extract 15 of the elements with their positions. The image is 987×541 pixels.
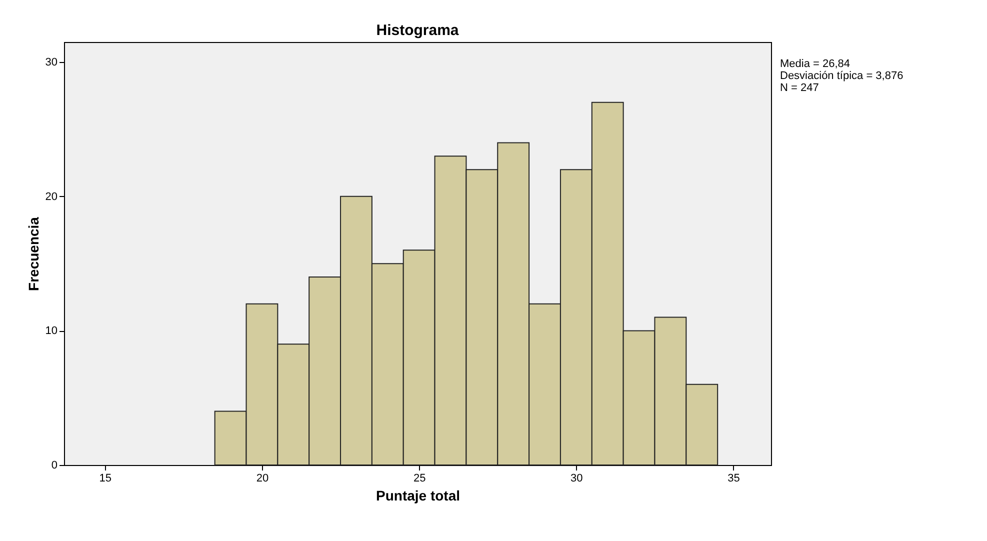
x-tick-label: 20 <box>256 472 269 484</box>
text: Media = 26,84 <box>780 58 852 70</box>
y-tick-label: 10 <box>45 325 58 338</box>
y-tick-label: 0 <box>51 460 58 472</box>
y-tick-label: 20 <box>45 190 58 203</box>
x-tick-label: 15 <box>99 472 112 484</box>
y-axis-title: Frecuencia <box>25 216 42 291</box>
x-axis-title: Puntaje total <box>376 488 460 504</box>
x-tick-label: 25 <box>413 472 426 484</box>
x-tick-label: 30 <box>570 472 583 484</box>
text: Desviación típica = 3,876 <box>780 70 904 82</box>
chart-title: Histograma <box>376 22 460 39</box>
x-tick-label: 35 <box>728 472 740 484</box>
text: N = 247 <box>780 82 820 94</box>
y-tick-label: 30 <box>45 56 58 69</box>
